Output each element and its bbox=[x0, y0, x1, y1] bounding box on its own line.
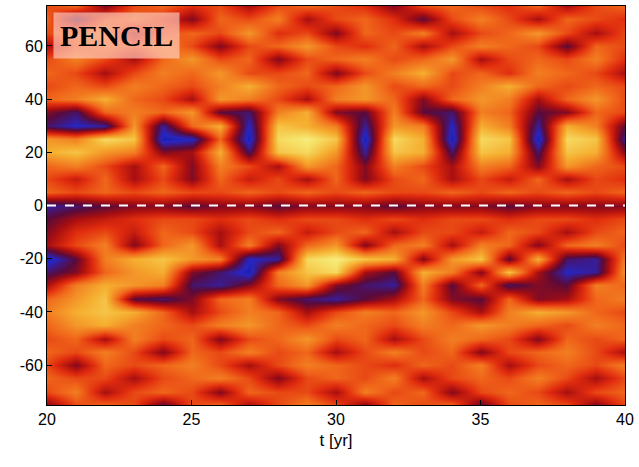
svg-text:30: 30 bbox=[327, 411, 345, 428]
svg-text:20: 20 bbox=[38, 411, 56, 428]
svg-text:60: 60 bbox=[25, 38, 43, 55]
svg-text:t [yr]: t [yr] bbox=[319, 431, 352, 450]
svg-text:-60: -60 bbox=[20, 357, 43, 374]
svg-text:0: 0 bbox=[34, 197, 43, 214]
svg-text:-40: -40 bbox=[20, 304, 43, 321]
svg-text:35: 35 bbox=[472, 411, 490, 428]
svg-text:40: 40 bbox=[616, 411, 634, 428]
svg-text:PENCIL: PENCIL bbox=[60, 19, 173, 52]
svg-text:-20: -20 bbox=[20, 250, 43, 267]
svg-text:25: 25 bbox=[183, 411, 201, 428]
svg-text:40: 40 bbox=[25, 91, 43, 108]
svg-text:20: 20 bbox=[25, 144, 43, 161]
